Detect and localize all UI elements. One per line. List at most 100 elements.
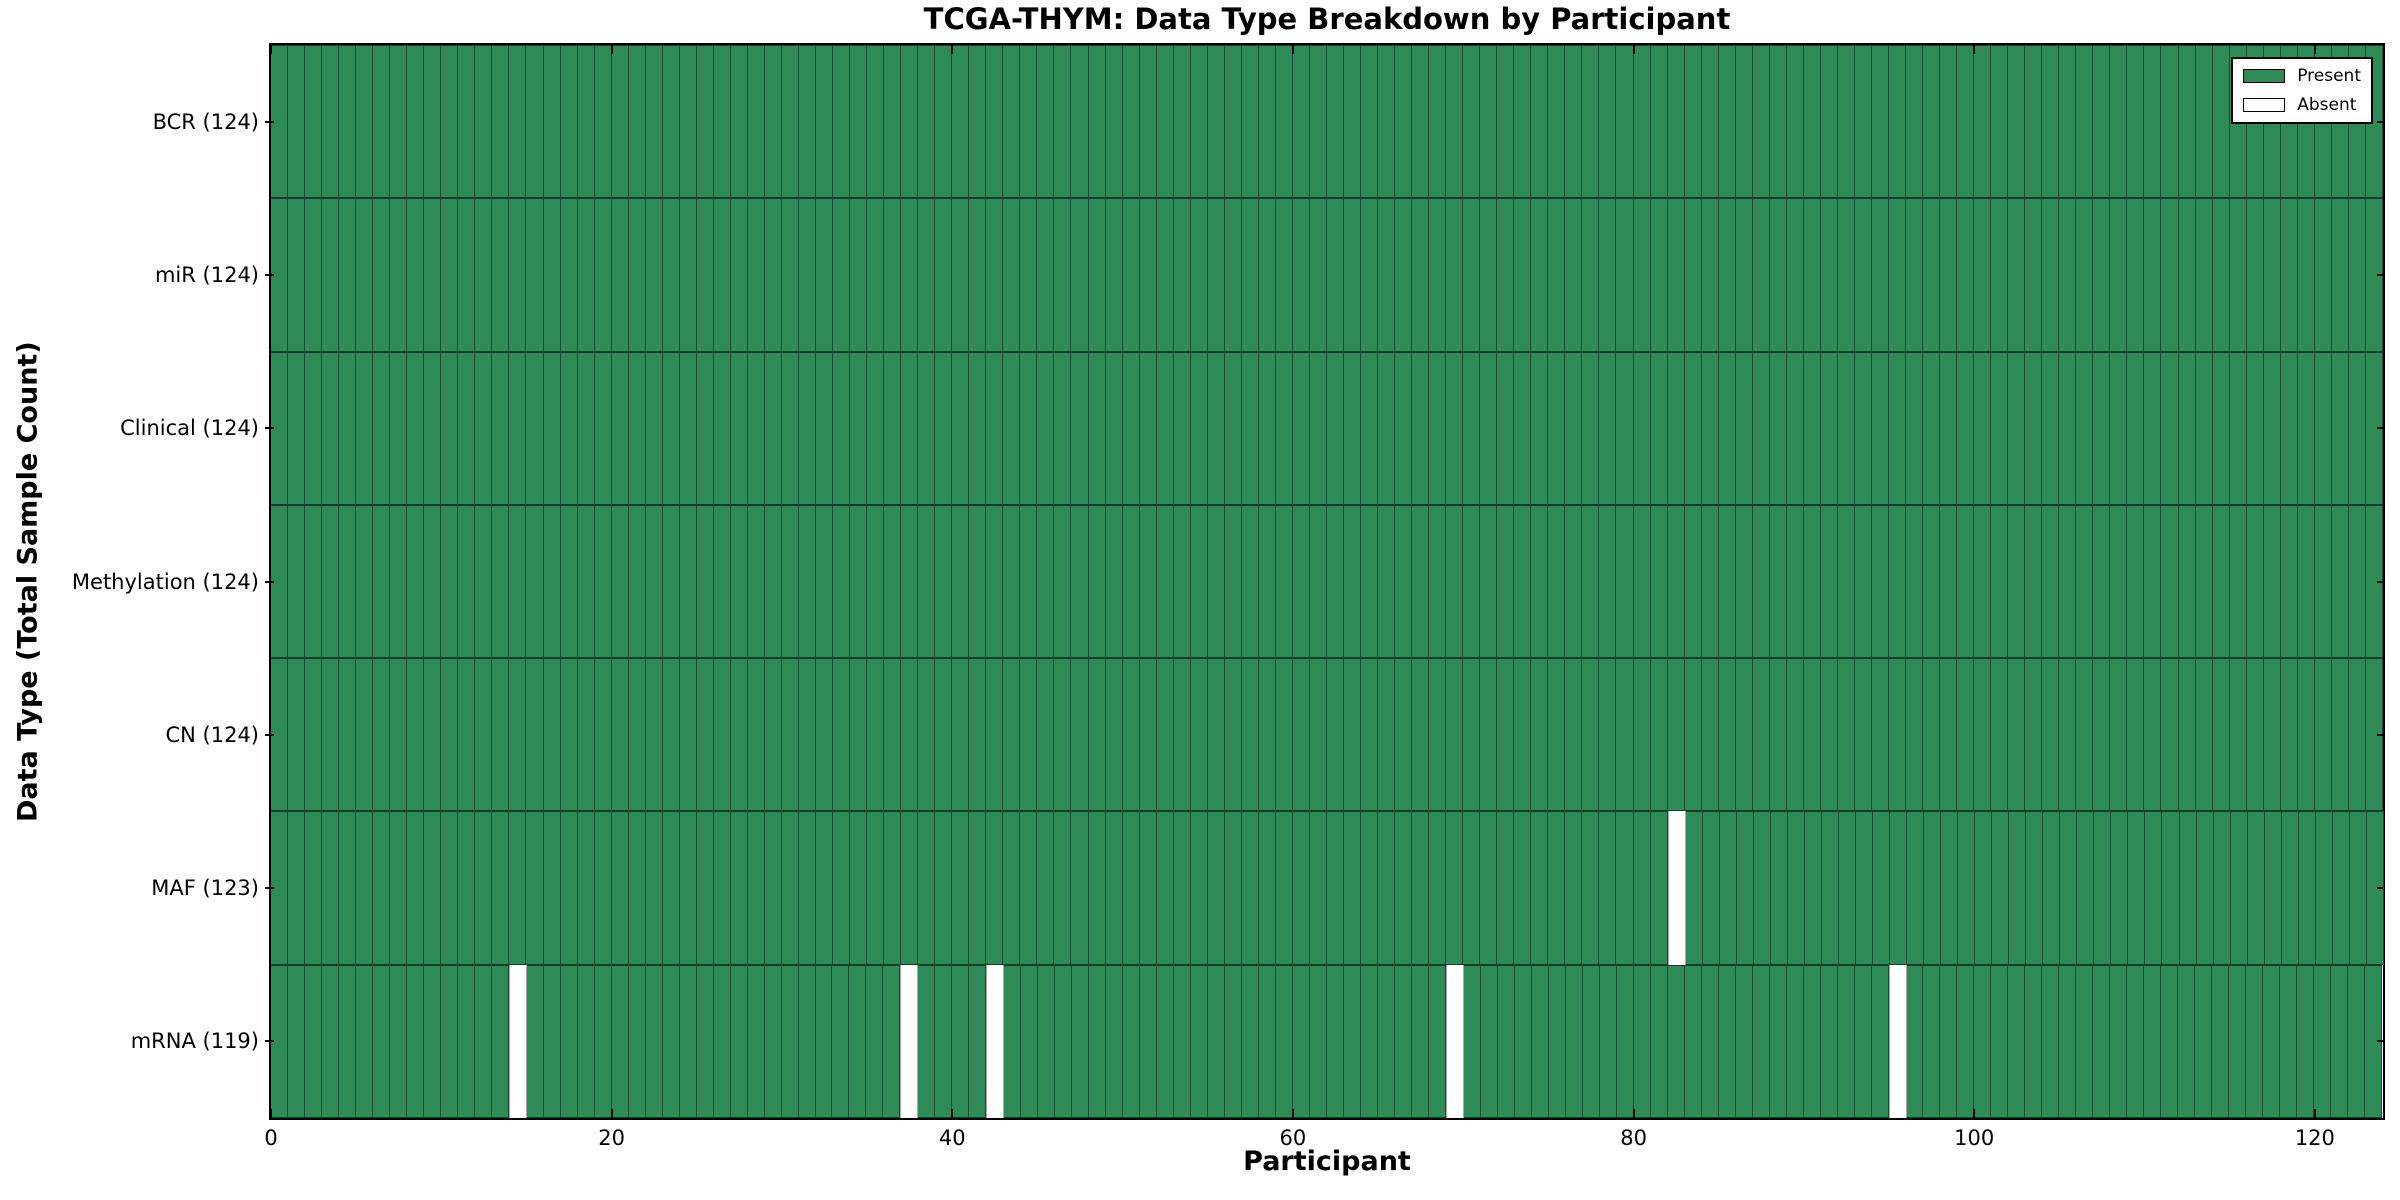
heatmap-cell-present (1769, 198, 1787, 352)
heatmap-cell-present (287, 964, 305, 1118)
heatmap-cell-present (1752, 964, 1770, 1118)
heatmap-cell-present (1941, 811, 1959, 965)
heatmap-cell-present (492, 198, 510, 352)
heatmap-cell-present (1480, 658, 1498, 812)
heatmap-cell-present (305, 811, 323, 965)
heatmap-cell-present (1122, 45, 1140, 199)
heatmap-cell-present (1786, 351, 1804, 505)
heatmap-cell-present (901, 351, 919, 505)
x-tick-label: 20 (598, 1126, 626, 1150)
heatmap-cell-present (1684, 504, 1702, 659)
heatmap-cell-present (2314, 658, 2332, 812)
heatmap-cell-present (1786, 658, 1804, 812)
heatmap-cell-present (1735, 45, 1753, 199)
y-tick-mark (2377, 580, 2383, 583)
heatmap-cell-present (1752, 504, 1770, 659)
heatmap-cell-present (969, 45, 987, 199)
heatmap-cell-present (1292, 504, 1310, 659)
heatmap-cell-present (2025, 964, 2043, 1118)
heatmap-cell-present (1275, 198, 1293, 352)
heatmap-cell-present (2297, 504, 2315, 659)
heatmap-cell-present (1803, 198, 1821, 352)
heatmap-cell-present (2008, 198, 2026, 352)
heatmap-cell-present (1565, 504, 1583, 659)
heatmap-cell-present (305, 45, 323, 199)
y-tick-label-BCR: BCR (124) (152, 109, 259, 134)
legend-swatch-absent (2243, 98, 2286, 112)
heatmap-cell-present (1837, 198, 1855, 352)
heatmap-cell-present (662, 45, 680, 199)
heatmap-cell-present (1343, 504, 1361, 659)
heatmap-cell-present (2076, 964, 2094, 1118)
heatmap-cell-present (271, 504, 289, 659)
heatmap-cell-present (952, 964, 970, 1118)
heatmap-cell-present (764, 45, 782, 199)
heatmap-cell-present (1258, 504, 1276, 659)
heatmap-cell-present (1480, 504, 1498, 659)
heatmap-cell-present (1906, 45, 1924, 199)
heatmap-cell-present (969, 964, 987, 1118)
heatmap-cell-present (1957, 351, 1975, 505)
heatmap-cell-present (1429, 198, 1447, 352)
y-tick-mark (265, 887, 274, 890)
heatmap-cell-present (730, 811, 748, 965)
x-tick-mark (2313, 45, 2316, 54)
heatmap-cell-present (1242, 964, 1260, 1118)
heatmap-cell-present (2212, 964, 2230, 1118)
heatmap-cell-present (1089, 964, 1107, 1118)
heatmap-cell-present (662, 658, 680, 812)
heatmap-cell-present (2366, 811, 2384, 965)
heatmap-cell-present (1497, 198, 1515, 352)
y-tick-mark (265, 1040, 274, 1043)
heatmap-cell-present (390, 504, 408, 659)
heatmap-cell-present (1786, 198, 1804, 352)
heatmap-cell-present (2042, 198, 2060, 352)
heatmap-cell-present (2144, 658, 2162, 812)
heatmap-cell-present (1088, 811, 1106, 965)
heatmap-cell-present (1735, 351, 1753, 505)
heatmap-cell-present (322, 198, 340, 352)
heatmap-cell-present (2298, 811, 2316, 965)
heatmap-cell-present (1463, 964, 1481, 1118)
heatmap-cell-present (424, 658, 442, 812)
heatmap-cell-present (2195, 964, 2213, 1118)
heatmap-cell-present (1088, 198, 1106, 352)
heatmap-cell-present (1275, 504, 1293, 659)
heatmap-cell-present (1428, 964, 1446, 1118)
heatmap-cell-present (1258, 658, 1276, 812)
heatmap-cell-present (2331, 198, 2349, 352)
heatmap-cell-present (2297, 198, 2315, 352)
heatmap-cell-present (713, 964, 731, 1118)
heatmap-cell-present (2229, 964, 2247, 1118)
heatmap-cell-present (1804, 811, 1822, 965)
x-tick-mark (270, 1109, 272, 1118)
heatmap-cell-present (1821, 811, 1839, 965)
heatmap-cell-present (1854, 504, 1872, 659)
heatmap-cell-present (1718, 504, 1736, 659)
heatmap-cell-present (2008, 658, 2026, 812)
heatmap-cell-present (611, 198, 629, 352)
heatmap-cell-present (1906, 351, 1924, 505)
heatmap-cell-present (901, 45, 919, 199)
heatmap-cell-present (952, 504, 970, 659)
heatmap-cell-present (1957, 964, 1975, 1118)
heatmap-cell-present (594, 45, 612, 199)
heatmap-cell-present (645, 658, 663, 812)
heatmap-cell-present (1003, 811, 1021, 965)
heatmap-cell-present (986, 198, 1004, 352)
heatmap-cell-present (1446, 658, 1464, 812)
heatmap-cell-present (2263, 351, 2281, 505)
heatmap-cell-present (1275, 45, 1293, 199)
heatmap-cell-present (2161, 45, 2179, 199)
heatmap-cell-present (390, 351, 408, 505)
heatmap-cell-present (1191, 964, 1209, 1118)
heatmap-cell-present (1174, 964, 1192, 1118)
heatmap-cell-present (1837, 964, 1855, 1118)
heatmap-cell-present (1650, 351, 1668, 505)
heatmap-cell-present (1275, 811, 1293, 965)
heatmap-cell-present (1429, 658, 1447, 812)
heatmap-cell-present (1105, 811, 1123, 965)
heatmap-cell-present (850, 811, 868, 965)
y-tick-mark (2377, 1040, 2383, 1043)
heatmap-cell-present (1122, 811, 1140, 965)
